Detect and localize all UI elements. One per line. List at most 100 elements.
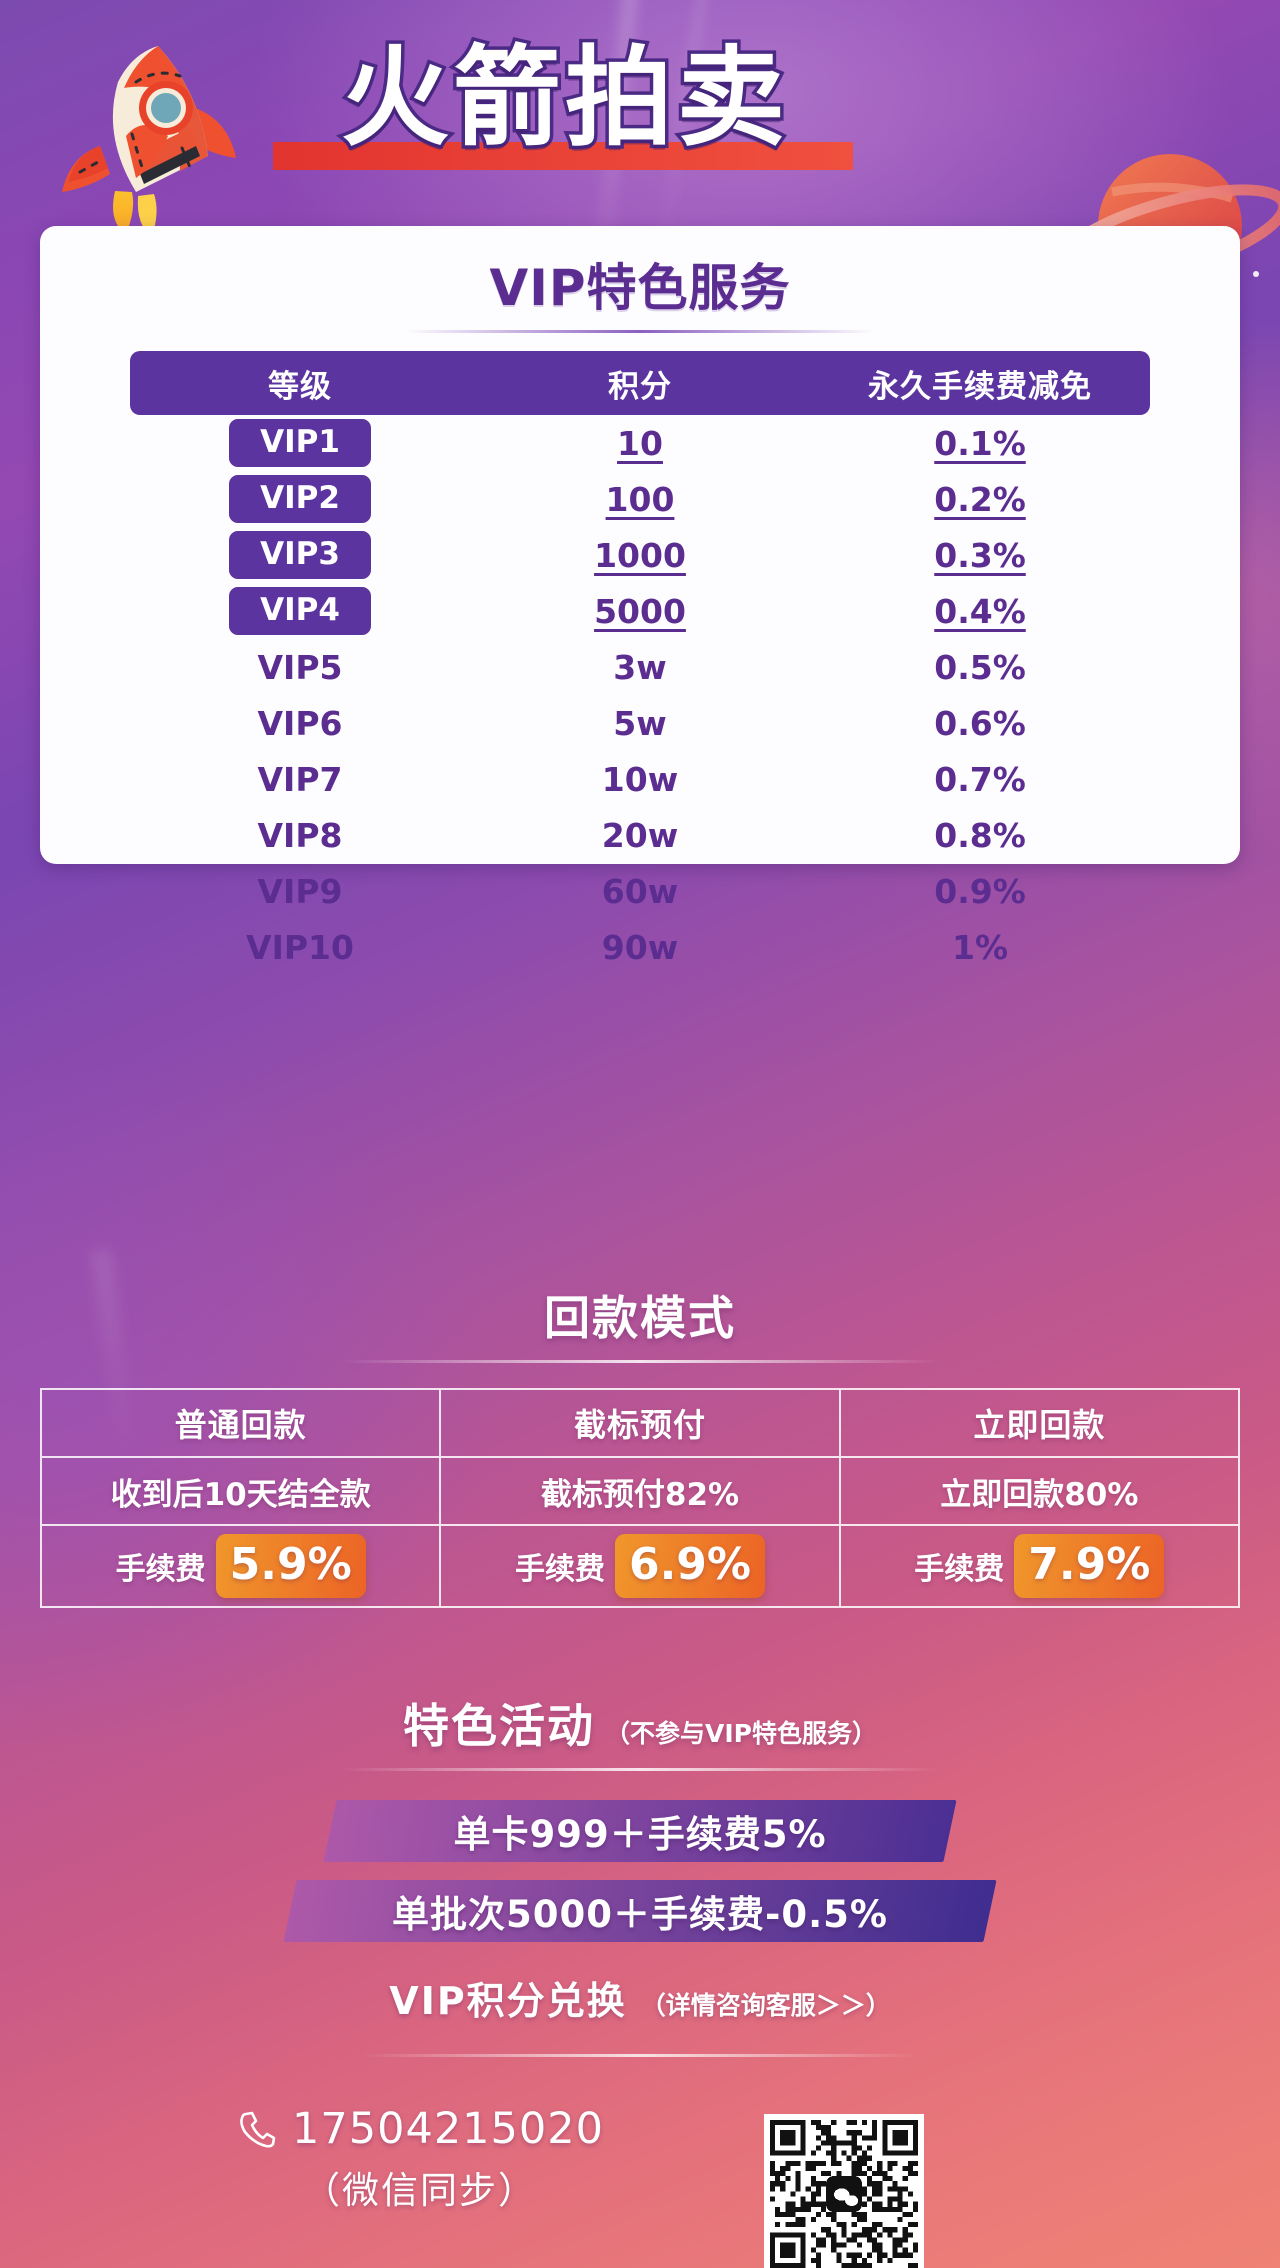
rocket-icon [62, 46, 236, 236]
vip-service-card: VIP特色服务 等级 积分 永久手续费减免 VIP1 10 0.1% VIP2 100 0… [40, 226, 1240, 967]
payback-term-cell: 收到后10天结全款 [42, 1458, 442, 1524]
cell-discount: 0.4% [810, 583, 1150, 639]
exchange-label: VIP积分兑换 [389, 1979, 627, 2023]
poster-title-block: 火箭拍卖 [255, 24, 875, 184]
cell-level: VIP3 [130, 527, 470, 583]
payback-terms-row: 收到后10天结全款 截标预付82% 立即回款80% [42, 1458, 1238, 1526]
qr-svg [770, 2120, 918, 2268]
fee-label: 手续费 [914, 1552, 1005, 1587]
vip-points-exchange[interactable]: VIP积分兑换 （详情咨询客服＞＞） [0, 1970, 1280, 2025]
heading-divider [360, 2054, 920, 2057]
table-row: VIP1 10 0.1% [130, 415, 1150, 471]
points-value: 10w [601, 759, 679, 799]
wechat-sync-note: （微信同步） [303, 2169, 537, 2212]
table-row: VIP5 3w 0.5% [130, 639, 1150, 695]
discount-value: 0.8% [934, 815, 1026, 855]
cell-level: VIP9 [257, 871, 343, 911]
phone-icon [240, 2111, 276, 2148]
poster-header: 火箭拍卖 [0, 0, 1280, 298]
heading-divider [340, 1768, 940, 1771]
table-header-row: 等级 积分 永久手续费减免 [130, 351, 1150, 415]
wechat-qr-code[interactable] [764, 2114, 924, 2268]
title-divider [406, 330, 874, 333]
footer-contact: 17504215020 （微信同步） [0, 2090, 1280, 2268]
column-header-discount: 永久手续费减免 [810, 351, 1150, 415]
activity-banner-single-card[interactable]: 单卡999＋手续费5% [323, 1800, 957, 1862]
fee-value-chip: 5.9% [215, 1534, 366, 1598]
discount-value: 1% [951, 927, 1009, 967]
payback-mode-row: 普通回款 截标预付 立即回款 [42, 1390, 1238, 1458]
level-badge: VIP2 [229, 475, 371, 523]
table-row: VIP9 60w 0.9% [130, 863, 1150, 919]
cell-discount: 0.8% [810, 807, 1150, 863]
discount-value: 0.4% [934, 591, 1026, 631]
cell-points: 100 [470, 471, 810, 527]
cell-discount: 0.1% [810, 415, 1150, 471]
payback-fee-row: 手续费 5.9% 手续费 6.9% 手续费 7.9% [42, 1526, 1238, 1606]
discount-value: 0.9% [934, 871, 1026, 911]
table-row: VIP8 20w 0.8% [130, 807, 1150, 863]
contact-block: 17504215020 （微信同步） [120, 2104, 720, 2214]
table-row: VIP6 5w 0.6% [130, 695, 1150, 751]
payback-mode-cell: 截标预付 [441, 1390, 841, 1456]
phone-line[interactable]: 17504215020 [120, 2104, 720, 2154]
payback-fee-cell: 手续费 6.9% [441, 1526, 841, 1606]
activity-banner-batch[interactable]: 单批次5000＋手续费-0.5% [283, 1880, 997, 1942]
discount-value: 0.7% [934, 759, 1026, 799]
activity-heading-note: （不参与VIP特色服务） [605, 1719, 877, 1748]
cell-level: VIP8 [257, 815, 343, 855]
payback-mode-cell: 立即回款 [973, 1406, 1106, 1444]
points-value: 5000 [594, 591, 686, 631]
cell-points: 1000 [470, 527, 810, 583]
cell-level: VIP2 [130, 471, 470, 527]
column-header-level: 等级 [130, 351, 470, 415]
discount-value: 0.3% [934, 535, 1026, 575]
level-badge: VIP3 [229, 531, 371, 579]
fee-value-chip: 6.9% [614, 1534, 765, 1598]
cell-points: 5000 [470, 583, 810, 639]
points-value: 60w [601, 871, 679, 911]
points-value: 1000 [594, 535, 686, 575]
table-row: VIP10 90w 1% [130, 919, 1150, 975]
discount-value: 0.5% [934, 647, 1026, 687]
exchange-note: （详情咨询客服＞＞） [640, 1991, 891, 2020]
payback-term-cell: 立即回款80% [940, 1476, 1139, 1513]
activity-heading: 特色活动 （不参与VIP特色服务） [0, 1690, 1280, 1756]
heading-divider [340, 1360, 940, 1363]
level-badge: VIP1 [229, 419, 371, 467]
cell-discount: 0.3% [810, 527, 1150, 583]
discount-value: 0.2% [934, 479, 1026, 519]
payback-fee-cell: 手续费 7.9% [841, 1526, 1238, 1606]
column-header-points: 积分 [470, 351, 810, 415]
cell-level: VIP10 [246, 927, 354, 967]
cell-discount: 0.6% [810, 695, 1150, 751]
activity-heading-text: 特色活动 [403, 1699, 595, 1753]
table-row: VIP3 1000 0.3% [130, 527, 1150, 583]
cell-points: 3w [470, 639, 810, 695]
payback-heading: 回款模式 [544, 1291, 736, 1345]
cell-discount: 0.7% [810, 751, 1150, 807]
phone-number: 17504215020 [292, 2104, 604, 2154]
payback-mode-cell: 普通回款 [42, 1390, 442, 1456]
fee-value-chip: 7.9% [1014, 1534, 1165, 1598]
table-row: VIP2 100 0.2% [130, 471, 1150, 527]
vip-levels-table: 等级 积分 永久手续费减免 VIP1 10 0.1% VIP2 100 0.2% VIP3 1… [130, 351, 1150, 975]
cell-points: 20w [470, 807, 810, 863]
points-value: 3w [613, 647, 667, 687]
discount-value: 0.1% [934, 423, 1026, 463]
qr-pattern [770, 2120, 918, 2268]
cell-level: VIP7 [257, 759, 343, 799]
cell-discount: 0.5% [810, 639, 1150, 695]
vip-card-title: VIP特色服务 [489, 259, 791, 317]
cell-points: 5w [470, 695, 810, 751]
cell-level: VIP6 [257, 703, 343, 743]
level-badge: VIP4 [229, 587, 371, 635]
cell-discount: 1% [810, 919, 1150, 975]
table-row: VIP7 10w 0.7% [130, 751, 1150, 807]
cell-level: VIP4 [130, 583, 470, 639]
fee-label: 手续费 [115, 1552, 206, 1587]
points-value: 5w [613, 703, 667, 743]
table-row: VIP4 5000 0.4% [130, 583, 1150, 639]
points-value: 90w [601, 927, 679, 967]
